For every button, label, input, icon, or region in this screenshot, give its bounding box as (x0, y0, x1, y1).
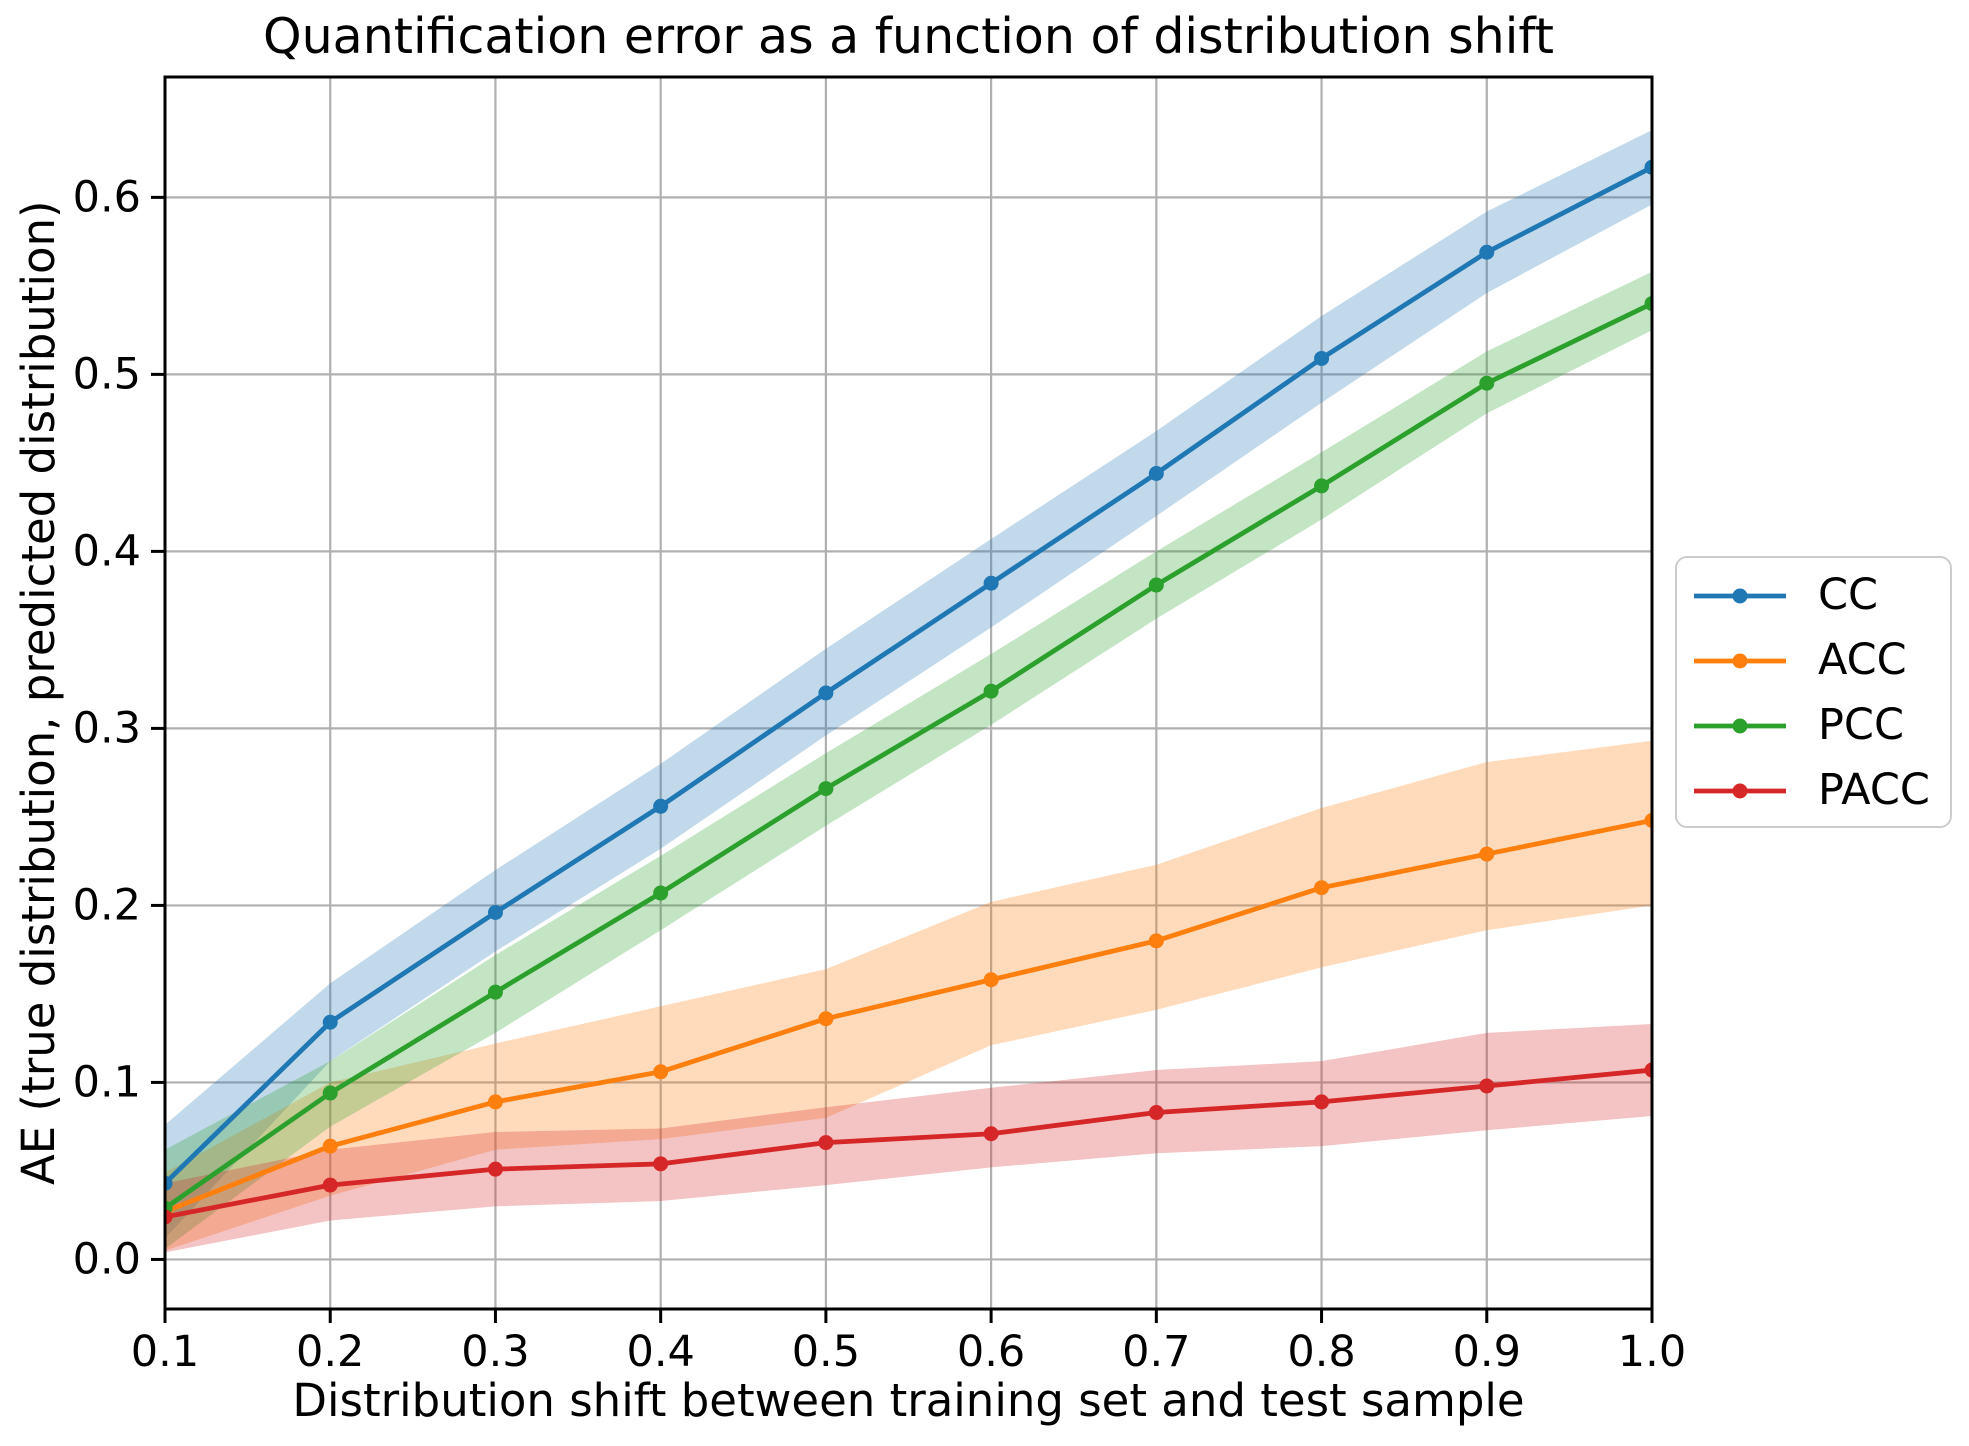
marker-PACC (1644, 1062, 1652, 1078)
legend-label: CC (1818, 570, 1879, 620)
marker-PCC (1148, 577, 1164, 593)
marker-ACC (1148, 933, 1164, 949)
series-PACC (165, 1062, 1652, 1225)
marker-ACC (653, 1064, 669, 1080)
y-tick-label: 0.4 (73, 526, 141, 576)
marker-PCC (1314, 478, 1330, 494)
band-ACC (165, 740, 1652, 1251)
marker-PACC (653, 1156, 669, 1172)
marker-PACC (165, 1209, 173, 1225)
marker-CC (487, 904, 503, 920)
y-tick-label: 0.2 (73, 880, 141, 930)
legend-item-CC: CC (1677, 563, 1950, 628)
y-tick-label: 0.3 (73, 703, 141, 753)
line-ACC (165, 818, 1652, 1214)
series-CC (165, 159, 1652, 1191)
marker-PCC (487, 984, 503, 1000)
y-tick-label: 0.6 (73, 172, 141, 222)
marker-CC (1314, 350, 1330, 366)
legend-line-sample (1694, 588, 1786, 603)
marker-PACC (1314, 1094, 1330, 1110)
legend: CC ACC PCC PACC (1675, 556, 1952, 828)
y-tick-label: 0.5 (73, 349, 141, 399)
line-CC (165, 165, 1652, 1186)
marker-PCC (818, 781, 834, 797)
x-tick-label: 0.6 (957, 1327, 1025, 1377)
x-tick-label: 1.0 (1618, 1327, 1686, 1377)
series-PCC (165, 296, 1652, 1216)
legend-label: PACC (1818, 765, 1930, 815)
marker-PCC (983, 683, 999, 699)
legend-label: ACC (1818, 635, 1907, 685)
marker-ACC (818, 1011, 834, 1027)
marker-ACC (322, 1138, 338, 1154)
legend-line-sample (1694, 653, 1786, 668)
marker-PCC (1479, 375, 1495, 391)
band-PCC (165, 271, 1652, 1249)
marker-CC (1479, 244, 1495, 260)
marker-ACC (487, 1094, 503, 1110)
marker-PACC (1479, 1078, 1495, 1094)
marker-ACC (1644, 812, 1652, 828)
y-tick-label: 0.0 (73, 1234, 141, 1284)
legend-line-sample (1694, 718, 1786, 733)
marker-ACC (1479, 846, 1495, 862)
x-tick-label: 0.1 (131, 1327, 199, 1377)
x-tick-label: 0.4 (626, 1327, 694, 1377)
y-axis-label: AE (true distribution, predicted distrib… (12, 200, 65, 1186)
marker-CC (818, 685, 834, 701)
marker-PACC (1148, 1105, 1164, 1121)
marker-PCC (653, 885, 669, 901)
marker-CC (653, 798, 669, 814)
legend-item-PCC: PCC (1677, 693, 1950, 758)
plot-border (163, 75, 1654, 1311)
x-tick-label: 0.2 (296, 1327, 364, 1377)
marker-CC (322, 1014, 338, 1030)
marker-PACC (487, 1161, 503, 1177)
x-tick-label: 0.8 (1287, 1327, 1355, 1377)
series-ACC (165, 812, 1652, 1220)
x-tick-label: 0.7 (1122, 1327, 1190, 1377)
legend-label: PCC (1818, 700, 1904, 750)
chart-title: Quantification error as a function of di… (263, 8, 1554, 65)
band-CC (165, 130, 1652, 1239)
marker-PACC (983, 1126, 999, 1142)
marker-PACC (322, 1177, 338, 1193)
marker-CC (1148, 466, 1164, 482)
line-PCC (165, 301, 1652, 1211)
marker-ACC (1314, 880, 1330, 896)
marker-CC (165, 1175, 173, 1191)
legend-item-PACC: PACC (1677, 758, 1950, 823)
line-PACC (165, 1067, 1652, 1220)
marker-PCC (1644, 296, 1652, 312)
x-tick-label: 0.5 (792, 1327, 860, 1377)
legend-line-sample (1694, 783, 1786, 798)
y-tick-label: 0.1 (73, 1057, 141, 1107)
marker-CC (983, 575, 999, 591)
marker-PCC (322, 1085, 338, 1101)
x-tick-label: 0.9 (1453, 1327, 1521, 1377)
legend-item-ACC: ACC (1677, 628, 1950, 693)
marker-ACC (983, 972, 999, 988)
marker-PACC (818, 1135, 834, 1151)
x-tick-label: 0.3 (461, 1327, 529, 1377)
marker-CC (1644, 159, 1652, 175)
x-axis-label: Distribution shift between training set … (292, 1374, 1525, 1427)
